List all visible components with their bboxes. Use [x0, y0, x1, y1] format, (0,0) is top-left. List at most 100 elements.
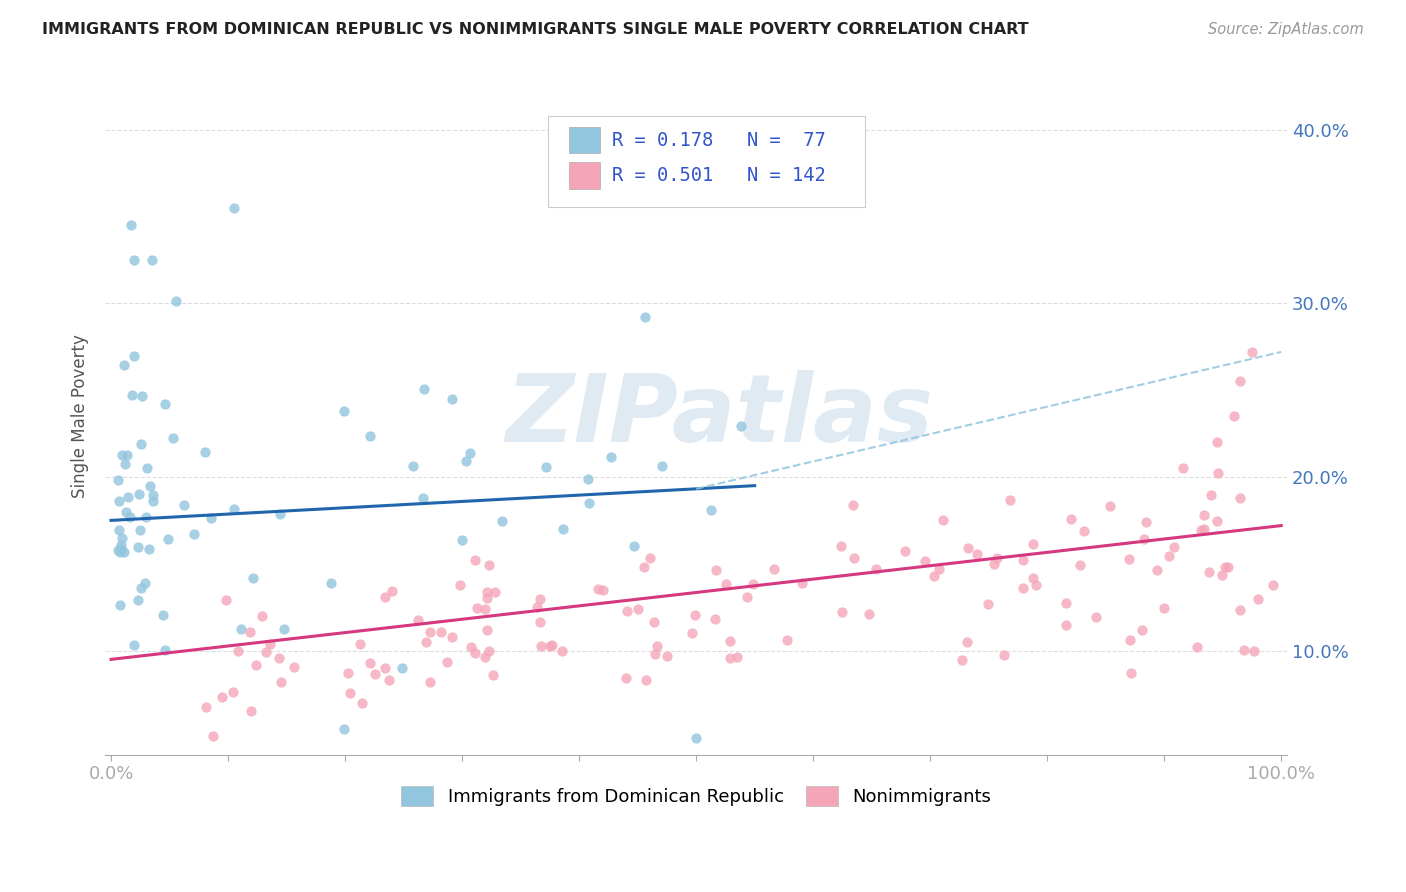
- Point: [683, 608, 706, 623]
- Point: [956, 541, 979, 555]
- Point: [273, 622, 295, 636]
- Point: [704, 563, 727, 577]
- Point: [252, 608, 274, 623]
- Point: [120, 218, 142, 232]
- Point: [865, 562, 887, 576]
- Point: [1218, 560, 1240, 574]
- Point: [1240, 345, 1263, 359]
- Point: [842, 550, 865, 565]
- Point: [378, 673, 401, 687]
- Point: [131, 389, 153, 403]
- Point: [1213, 559, 1236, 574]
- Point: [638, 550, 661, 565]
- Point: [115, 506, 138, 520]
- Point: [792, 575, 814, 590]
- Point: [122, 349, 145, 363]
- Point: [762, 562, 785, 576]
- Point: [651, 458, 673, 473]
- Point: [1205, 514, 1227, 528]
- Point: [112, 358, 135, 372]
- Point: [270, 674, 292, 689]
- Point: [153, 397, 176, 411]
- Point: [1153, 601, 1175, 615]
- Point: [1073, 524, 1095, 539]
- Point: [254, 644, 277, 658]
- Point: [1011, 581, 1033, 595]
- Point: [122, 252, 145, 267]
- Point: [173, 498, 195, 512]
- Point: [415, 635, 437, 649]
- Point: [165, 293, 187, 308]
- Point: [553, 522, 575, 536]
- Point: [526, 600, 548, 615]
- Point: [600, 450, 623, 464]
- Point: [644, 647, 666, 661]
- Point: [540, 638, 562, 652]
- Point: [1171, 460, 1194, 475]
- Point: [429, 625, 451, 640]
- Point: [391, 661, 413, 675]
- Point: [440, 392, 463, 406]
- Point: [831, 605, 853, 619]
- Point: [681, 626, 703, 640]
- Point: [412, 382, 434, 396]
- Point: [950, 652, 973, 666]
- Point: [333, 722, 356, 736]
- Point: [1211, 567, 1233, 582]
- Point: [440, 630, 463, 644]
- Point: [1135, 515, 1157, 529]
- Point: [534, 460, 557, 475]
- Point: [714, 577, 737, 591]
- Point: [129, 523, 152, 537]
- Point: [616, 604, 638, 618]
- Point: [993, 648, 1015, 662]
- Point: [110, 542, 132, 557]
- Point: [830, 539, 852, 553]
- Point: [478, 644, 501, 658]
- Point: [475, 623, 498, 637]
- Point: [142, 494, 165, 508]
- Point: [730, 418, 752, 433]
- Point: [932, 513, 955, 527]
- Point: [1243, 644, 1265, 658]
- Point: [633, 560, 655, 574]
- Point: [283, 659, 305, 673]
- Point: [359, 656, 381, 670]
- Point: [465, 600, 488, 615]
- Point: [121, 388, 143, 402]
- Point: [1223, 409, 1246, 424]
- Point: [1069, 558, 1091, 572]
- Point: [893, 544, 915, 558]
- Point: [1146, 563, 1168, 577]
- Point: [735, 590, 758, 604]
- Point: [135, 509, 157, 524]
- Text: R = 0.501   N = 142: R = 0.501 N = 142: [612, 166, 825, 186]
- Point: [551, 644, 574, 658]
- Point: [138, 541, 160, 556]
- Point: [1159, 549, 1181, 563]
- Point: [359, 428, 381, 442]
- Point: [1130, 624, 1153, 638]
- Point: [333, 404, 356, 418]
- Point: [464, 553, 486, 567]
- Point: [162, 431, 184, 445]
- Point: [983, 557, 1005, 571]
- Point: [408, 613, 430, 627]
- Point: [226, 644, 249, 658]
- Point: [586, 582, 609, 596]
- Point: [1118, 552, 1140, 566]
- Point: [986, 551, 1008, 566]
- Point: [201, 729, 224, 743]
- Point: [108, 598, 131, 612]
- Point: [134, 575, 156, 590]
- Point: [1247, 592, 1270, 607]
- Point: [136, 460, 159, 475]
- Point: [449, 578, 471, 592]
- Point: [153, 642, 176, 657]
- Point: [1000, 493, 1022, 508]
- Point: [1192, 508, 1215, 523]
- Point: [195, 700, 218, 714]
- Point: [1192, 522, 1215, 536]
- Point: [117, 448, 139, 462]
- Point: [1261, 578, 1284, 592]
